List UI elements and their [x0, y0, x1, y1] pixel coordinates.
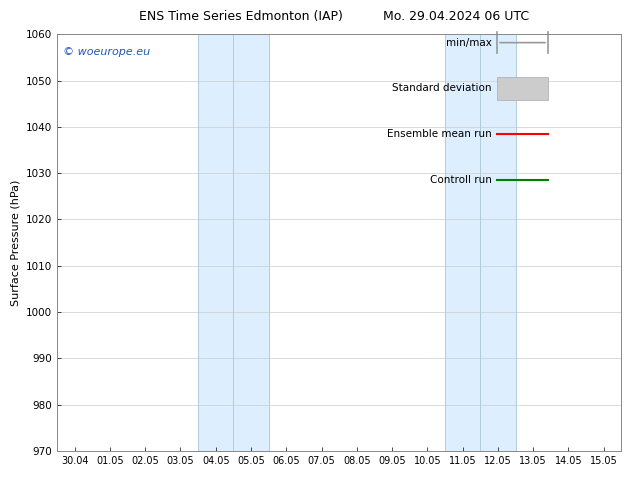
- FancyBboxPatch shape: [497, 77, 548, 100]
- Text: © woeurope.eu: © woeurope.eu: [63, 47, 150, 57]
- Text: Ensemble mean run: Ensemble mean run: [387, 129, 491, 139]
- Text: ENS Time Series Edmonton (IAP): ENS Time Series Edmonton (IAP): [139, 10, 343, 23]
- Text: min/max: min/max: [446, 38, 491, 48]
- Y-axis label: Surface Pressure (hPa): Surface Pressure (hPa): [10, 179, 20, 306]
- Bar: [198, 34, 269, 451]
- Bar: [445, 34, 515, 451]
- Text: Mo. 29.04.2024 06 UTC: Mo. 29.04.2024 06 UTC: [384, 10, 529, 23]
- Text: Standard deviation: Standard deviation: [392, 83, 491, 94]
- Text: Controll run: Controll run: [430, 175, 491, 185]
